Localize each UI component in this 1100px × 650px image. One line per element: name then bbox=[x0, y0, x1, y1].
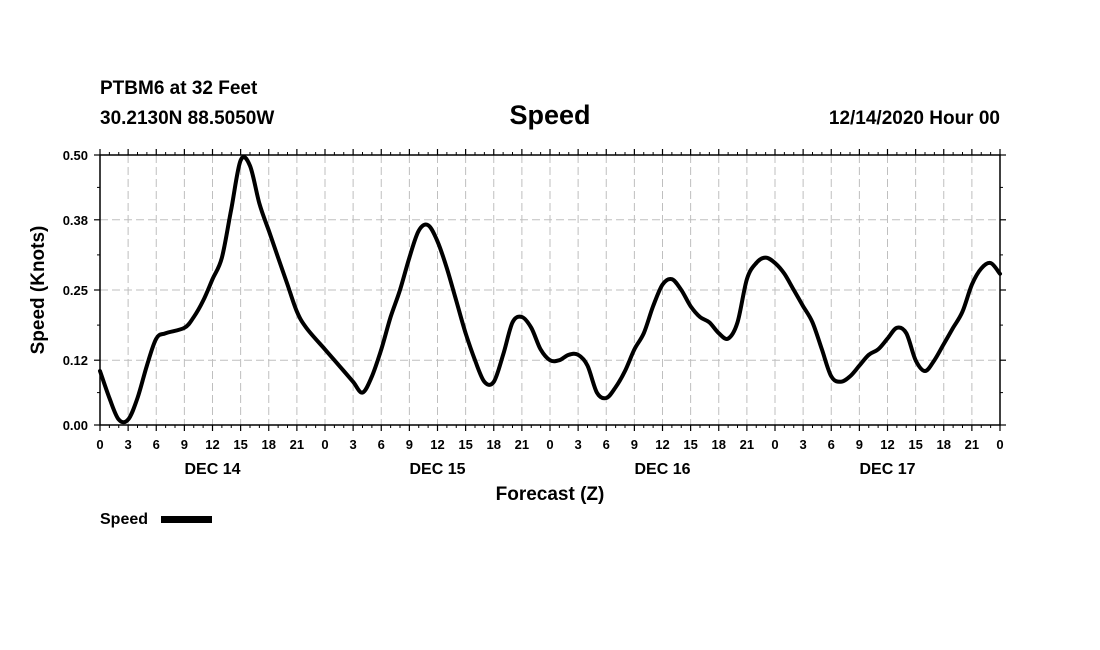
x-tick-label: 15 bbox=[683, 437, 697, 452]
x-tick-label: 15 bbox=[458, 437, 472, 452]
grid bbox=[100, 155, 1000, 425]
x-tick-label: 12 bbox=[205, 437, 219, 452]
x-tick-label: 3 bbox=[125, 437, 132, 452]
x-tick-label: 18 bbox=[262, 437, 276, 452]
x-tick-label: 0 bbox=[996, 437, 1003, 452]
y-tick-label: 0.50 bbox=[63, 148, 88, 163]
y-axis-label: Speed (Knots) bbox=[28, 226, 49, 355]
x-tick-label: 6 bbox=[603, 437, 610, 452]
x-tick-label: 12 bbox=[880, 437, 894, 452]
chart-title: Speed bbox=[509, 100, 590, 130]
x-tick-label: 21 bbox=[965, 437, 979, 452]
x-tick-label: 12 bbox=[430, 437, 444, 452]
x-tick-label: 3 bbox=[350, 437, 357, 452]
x-tick-label: 21 bbox=[290, 437, 304, 452]
x-tick-label: 21 bbox=[515, 437, 529, 452]
coordinates-label: 30.2130N 88.5050W bbox=[100, 108, 274, 129]
x-tick-label: 3 bbox=[800, 437, 807, 452]
speed-series-line bbox=[98, 155, 1002, 425]
x-tick-label: 6 bbox=[378, 437, 385, 452]
x-tick-label: 18 bbox=[487, 437, 501, 452]
issued-label: 12/14/2020 Hour 00 bbox=[829, 108, 1000, 129]
y-tick-label: 0.00 bbox=[63, 418, 88, 433]
legend-label: Speed bbox=[100, 511, 148, 528]
day-label: DEC 17 bbox=[859, 461, 915, 478]
y-tick-label: 0.12 bbox=[63, 353, 88, 368]
x-tick-label: 15 bbox=[233, 437, 247, 452]
x-axis-label: Forecast (Z) bbox=[496, 484, 605, 505]
x-tick-label: 9 bbox=[181, 437, 188, 452]
legend-swatch bbox=[161, 516, 212, 523]
x-tick-label: 0 bbox=[321, 437, 328, 452]
x-tick-label: 6 bbox=[828, 437, 835, 452]
x-tick-label: 21 bbox=[740, 437, 754, 452]
y-tick-label: 0.38 bbox=[63, 213, 88, 228]
x-tick-label: 0 bbox=[771, 437, 778, 452]
x-tick-label: 15 bbox=[908, 437, 922, 452]
x-tick-label: 18 bbox=[937, 437, 951, 452]
day-label: DEC 16 bbox=[634, 461, 690, 478]
x-tick-label: 0 bbox=[96, 437, 103, 452]
x-tick-label: 9 bbox=[631, 437, 638, 452]
day-label: DEC 15 bbox=[409, 461, 465, 478]
x-tick-label: 9 bbox=[856, 437, 863, 452]
x-tick-label: 6 bbox=[153, 437, 160, 452]
y-tick-label: 0.25 bbox=[63, 283, 88, 298]
station-label: PTBM6 at 32 Feet bbox=[100, 78, 258, 99]
plot-frame bbox=[99, 154, 1001, 426]
x-tick-label: 18 bbox=[712, 437, 726, 452]
day-label: DEC 14 bbox=[184, 461, 240, 478]
x-tick-label: 12 bbox=[655, 437, 669, 452]
x-tick-label: 0 bbox=[546, 437, 553, 452]
x-tick-label: 9 bbox=[406, 437, 413, 452]
y-axis: 0.00 0.12 0.25 0.38 0.50 bbox=[63, 148, 1006, 433]
x-tick-label: 3 bbox=[575, 437, 582, 452]
